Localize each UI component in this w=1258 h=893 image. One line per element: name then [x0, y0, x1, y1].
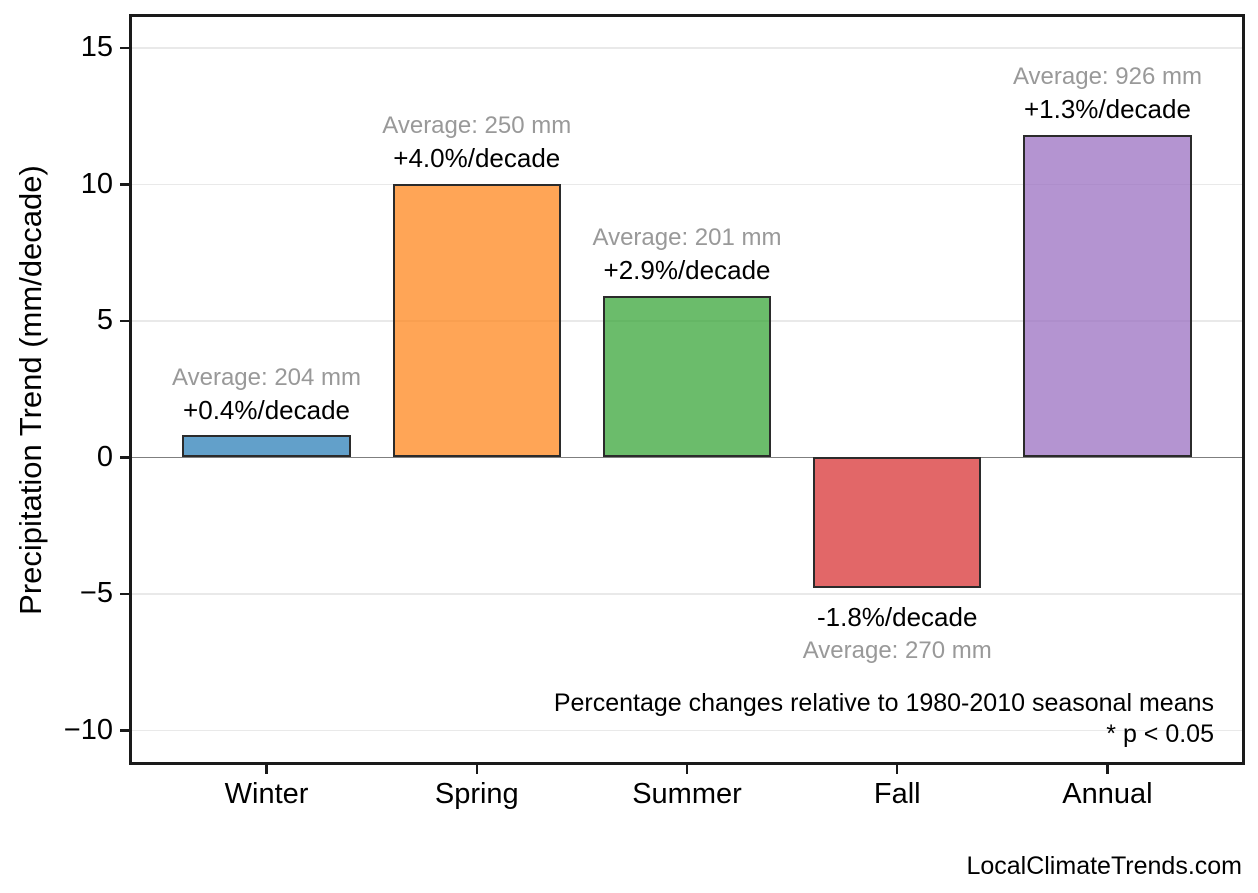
annotation-average: Average: 201 mm — [592, 224, 782, 252]
y-tick-mark-5 — [120, 319, 129, 323]
zero-line — [132, 456, 1242, 459]
annotation-percent: +0.4%/decade — [183, 394, 351, 425]
x-tick-mark-fall — [895, 765, 899, 774]
annotation-average: Average: 250 mm — [382, 112, 572, 140]
x-tick-mark-summer — [685, 765, 689, 774]
grid-line-−10 — [132, 729, 1242, 732]
annotation-percent: +1.3%/decade — [1023, 94, 1191, 125]
y-tick-label-10: 10 — [80, 167, 113, 200]
bar-winter — [182, 435, 351, 458]
annotation-average: Average: 926 mm — [1012, 63, 1202, 91]
annotation-percent: +4.0%/decade — [393, 143, 561, 174]
x-tick-mark-spring — [475, 765, 479, 774]
bar-spring — [392, 184, 561, 458]
grid-line-10 — [132, 183, 1242, 186]
y-tick-mark-−5 — [120, 592, 129, 596]
bar-fall — [813, 457, 982, 589]
x-tick-label-winter: Winter — [224, 778, 309, 810]
annotation-percent: -1.8%/decade — [816, 602, 978, 633]
x-tick-mark-winter — [265, 765, 268, 774]
y-tick-label-5: 5 — [96, 304, 113, 337]
annotation-average: Average: 204 mm — [172, 363, 362, 391]
y-tick-label-0: 0 — [96, 440, 113, 473]
bar-annotation-spring: Average: 250 mm +4.0%/decade — [382, 109, 571, 175]
bar-annotation-fall: -1.8%/decade Average: 270 mm — [803, 601, 992, 667]
y-tick-label-−10: −10 — [63, 713, 113, 746]
footnote: Percentage changes relative to 1980-2010… — [554, 688, 1214, 750]
annotation-average: Average: 270 mm — [802, 637, 992, 665]
y-tick-label-15: 15 — [80, 31, 113, 64]
bar-summer — [602, 296, 772, 458]
x-tick-label-summer: Summer — [632, 778, 742, 810]
y-tick-label-−5: −5 — [79, 577, 113, 610]
bar-annotation-summer: Average: 201 mm +2.9%/decade — [593, 221, 782, 287]
annotation-percent: +2.9%/decade — [603, 255, 771, 286]
watermark: LocalClimateTrends.com — [966, 852, 1242, 880]
x-tick-label-annual: Annual — [1062, 778, 1153, 810]
y-tick-mark-0 — [120, 456, 129, 459]
y-tick-mark-10 — [120, 183, 129, 186]
plot-area: Percentage changes relative to 1980-2010… — [129, 14, 1245, 765]
bar-annotation-winter: Average: 204 mm +0.4%/decade — [172, 361, 361, 427]
y-tick-mark-15 — [120, 46, 129, 50]
x-tick-mark-annual — [1106, 765, 1109, 774]
footnote-line-1: Percentage changes relative to 1980-2010… — [553, 689, 1214, 717]
y-tick-mark-−10 — [120, 729, 129, 732]
grid-line-15 — [132, 47, 1242, 49]
grid-line-−5 — [132, 593, 1242, 595]
x-tick-label-spring: Spring — [434, 778, 519, 810]
y-axis-title: Precipitation Trend (mm/decade) — [13, 165, 48, 615]
footnote-line-2: * p < 0.05 — [1106, 720, 1214, 748]
bar-annual — [1023, 135, 1192, 458]
x-tick-label-fall: Fall — [873, 778, 921, 810]
bar-annotation-annual: Average: 926 mm +1.3%/decade — [1013, 60, 1202, 126]
